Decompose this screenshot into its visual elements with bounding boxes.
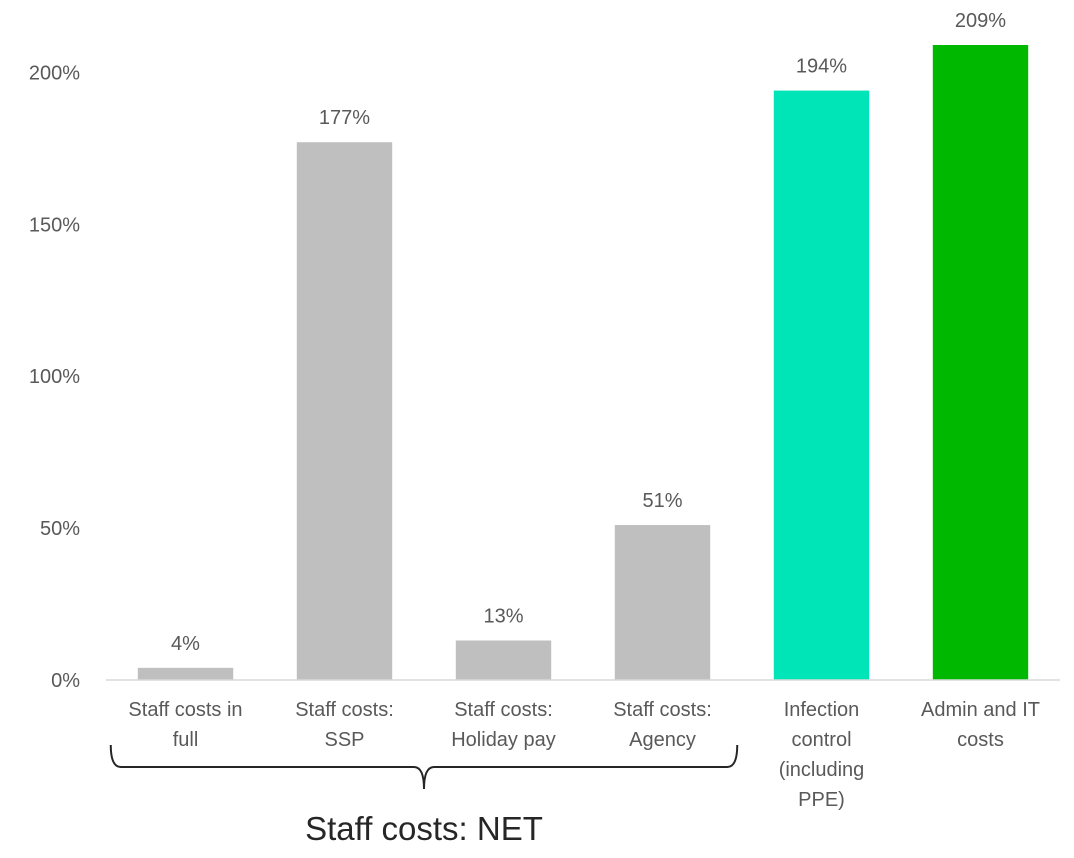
y-tick-label: 0% (51, 670, 80, 692)
y-tick-label: 200% (29, 62, 80, 84)
y-tick-label: 50% (40, 518, 80, 540)
group-bracket-label: Staff costs: NET (305, 810, 543, 847)
x-tick-label: Staff costs: SSP (295, 699, 394, 751)
x-tick-label: Staff costs in full (128, 699, 242, 751)
y-tick-label: 100% (29, 366, 80, 388)
x-tick-label: Staff costs: Agency (613, 699, 712, 751)
bar (932, 45, 1029, 680)
x-tick-label: Infection control (including PPE) (779, 699, 865, 811)
bar (296, 142, 393, 681)
data-label: 194% (796, 56, 847, 78)
bar (773, 90, 870, 681)
x-tick-label: Admin and IT costs (921, 699, 1040, 751)
group-bracket (109, 744, 739, 790)
bar (455, 640, 552, 680)
y-axis-ticks: 0% 50% 100% 150% 200% (29, 62, 80, 692)
data-label: 4% (171, 633, 200, 655)
data-label: 209% (955, 10, 1006, 32)
data-label: 13% (483, 606, 523, 628)
bar (614, 525, 711, 680)
y-tick-label: 150% (29, 214, 80, 236)
bars (137, 45, 1029, 681)
x-tick-label: Staff costs: Holiday pay (451, 699, 556, 751)
category-labels: Staff costs in full Staff costs: SSP Staff c… (128, 699, 1040, 811)
data-labels: 4% 177% 13% 51% 194% 209% (171, 10, 1006, 655)
data-label: 177% (319, 107, 370, 129)
bar (137, 667, 234, 680)
data-label: 51% (642, 490, 682, 512)
